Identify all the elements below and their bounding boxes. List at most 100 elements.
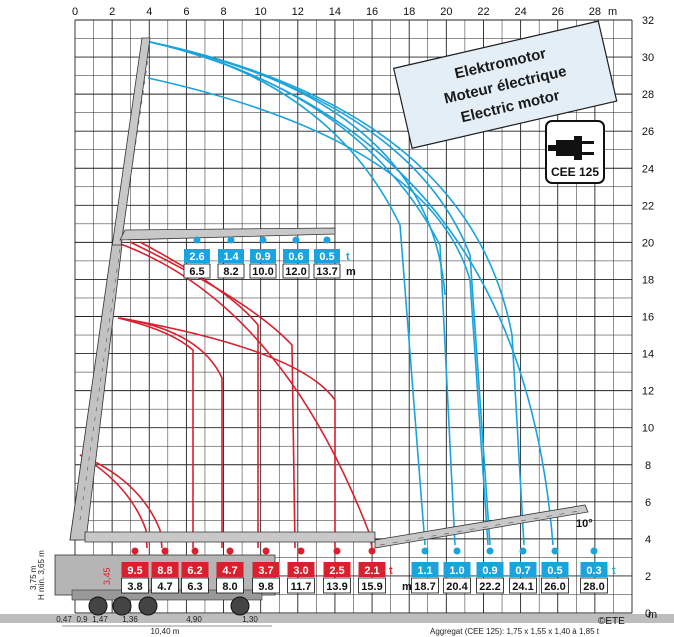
radius-box xyxy=(252,577,280,594)
radius-box xyxy=(216,577,244,594)
x-tick-label: 18 xyxy=(403,6,415,18)
x-tick-label: 14 xyxy=(329,6,341,18)
load-point xyxy=(131,547,139,555)
x-tick-label: 4 xyxy=(146,6,152,18)
banner-box xyxy=(392,20,618,149)
red-radius: 4.7 xyxy=(157,581,172,593)
wheel xyxy=(112,596,132,616)
upper-radius: 8.2 xyxy=(223,266,238,278)
lower-blue-t-unit: t xyxy=(612,565,616,577)
radius-box xyxy=(313,263,341,279)
radius-box xyxy=(249,263,277,279)
y-tick-label: 32 xyxy=(642,15,654,27)
y-tick-label: 4 xyxy=(645,534,651,546)
crane-boom-lower xyxy=(69,244,123,541)
y-axis-unit: m xyxy=(648,609,657,621)
crane-boom-hatch xyxy=(79,59,149,521)
crane-jib-upper xyxy=(119,227,336,241)
load-box xyxy=(476,562,504,577)
load-point xyxy=(259,236,267,244)
x-tick-label: 6 xyxy=(183,6,189,18)
crane-jib-angled xyxy=(374,504,589,549)
y-tick-label: 26 xyxy=(642,126,654,138)
radius-box xyxy=(541,577,569,594)
blue-radius: 24.1 xyxy=(512,581,533,593)
truck-wheels xyxy=(88,596,250,616)
radius-box xyxy=(476,577,504,594)
blue-load: 1.0 xyxy=(449,565,464,577)
red-radius: 11.7 xyxy=(291,581,312,593)
load-box xyxy=(509,562,537,577)
load-box xyxy=(443,562,471,577)
upper-radius: 6.5 xyxy=(189,266,204,278)
upper-load: 0.9 xyxy=(255,251,270,263)
y-tick-label: 16 xyxy=(642,312,654,324)
dimensions: 3,75 m H min. 3,65 m 3,45 0,47 0,9 1,47 1,3… xyxy=(29,550,272,636)
load-box xyxy=(283,249,309,263)
cee-plug-badge: CEE 125 xyxy=(545,120,605,184)
red-load: 9.5 xyxy=(127,565,142,577)
radius-box xyxy=(151,577,179,594)
upper-load: 0.6 xyxy=(288,251,303,263)
load-point xyxy=(323,236,331,244)
load-box xyxy=(216,562,244,577)
red-reach-curves xyxy=(79,241,373,549)
blue-load: 1.1 xyxy=(417,565,432,577)
load-point xyxy=(297,547,305,555)
red-load: 3.7 xyxy=(258,565,273,577)
x-tick-label: 2 xyxy=(109,6,115,18)
x-axis-unit: m xyxy=(608,6,617,18)
bottom-dim: 4,90 xyxy=(186,615,202,624)
lower-load-table: 9.5 3.8 8.8 4.7 6.2 6.3 4.7 8.0 3.7 9.8 3.0 11.7 2.5… xyxy=(121,547,616,594)
y-tick-label: 2 xyxy=(645,571,651,583)
x-tick-label: 24 xyxy=(514,6,526,18)
load-box xyxy=(184,249,210,263)
ground-band xyxy=(0,614,674,623)
total-dim: 10,40 m xyxy=(151,627,180,636)
red-curve-6 xyxy=(117,317,194,548)
red-radius: 6.3 xyxy=(187,581,202,593)
red-radius: 13.9 xyxy=(326,581,347,593)
radius-box xyxy=(287,577,315,594)
upper-radius: 12.0 xyxy=(285,266,306,278)
y-tick-label: 8 xyxy=(645,460,651,472)
radius-box xyxy=(282,263,310,279)
red-radius: 9.8 xyxy=(258,581,273,593)
x-tick-label: 0 xyxy=(72,6,78,18)
load-box xyxy=(580,562,608,577)
bottom-dim: 1,36 xyxy=(122,615,138,624)
x-tick-label: 16 xyxy=(366,6,378,18)
crane-jib-hatch xyxy=(379,509,586,546)
red-curve-5 xyxy=(117,317,223,548)
wheel xyxy=(138,596,158,616)
red-curve-2 xyxy=(119,317,336,548)
blue-curve-6 xyxy=(147,77,489,546)
blue-load: 0.9 xyxy=(482,565,497,577)
y-tick-label: 30 xyxy=(642,52,654,64)
y-tick-label: 24 xyxy=(642,163,654,175)
load-point xyxy=(227,236,235,244)
upper-t-unit: t xyxy=(346,251,350,263)
upper-load-table: 2.6 6.5 1.4 8.2 0.9 10.0 0.6 12.0 0.5 13.7 tm xyxy=(183,236,356,279)
crane-illustration xyxy=(54,37,589,616)
x-tick-label: 20 xyxy=(440,6,452,18)
blue-radius: 18.7 xyxy=(414,581,435,593)
red-load: 6.2 xyxy=(187,565,202,577)
load-point xyxy=(453,547,461,555)
load-point xyxy=(551,547,559,555)
plug-label: CEE 125 xyxy=(551,165,599,179)
red-load: 2.5 xyxy=(329,565,344,577)
crane-jib-lower xyxy=(84,531,376,543)
bottom-dim: 1,30 xyxy=(242,615,258,624)
upper-radius: 10.0 xyxy=(252,266,273,278)
y-tick-label: 0 xyxy=(645,608,651,620)
x-axis-labels: 0 2 4 6 8 10 12 14 16 18 20 22 24 26 28 xyxy=(72,6,601,18)
x-tick-label: 12 xyxy=(292,6,304,18)
blue-load: 0.3 xyxy=(586,565,601,577)
radius-box xyxy=(181,577,209,594)
x-tick-label: 8 xyxy=(220,6,226,18)
y-tick-label: 28 xyxy=(642,89,654,101)
y-tick-label: 12 xyxy=(642,386,654,398)
radius-box xyxy=(121,577,149,594)
red-load: 8.8 xyxy=(157,565,172,577)
